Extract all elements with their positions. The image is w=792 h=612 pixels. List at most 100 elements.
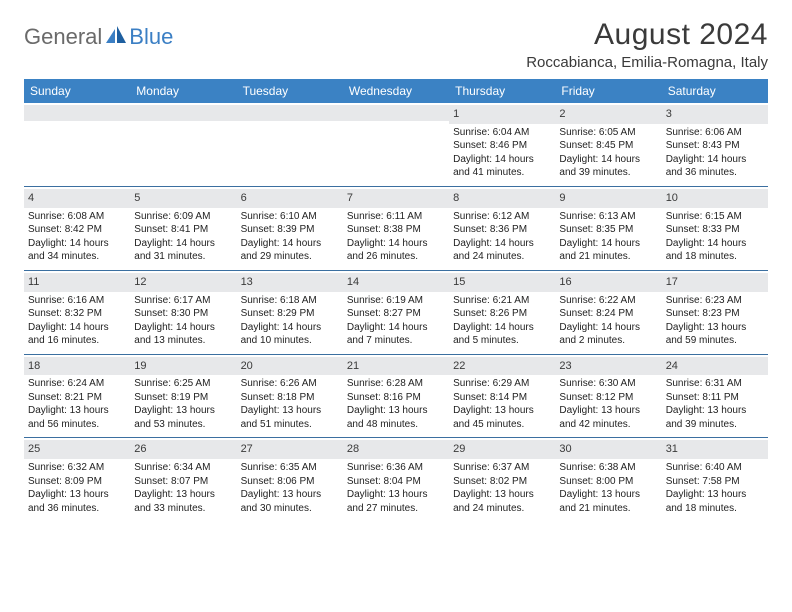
daylight1-text: Daylight: 13 hours — [28, 404, 126, 418]
sunrise-text: Sunrise: 6:21 AM — [453, 294, 551, 308]
sunset-text: Sunset: 8:14 PM — [453, 391, 551, 405]
day-number: 11 — [24, 273, 130, 292]
daylight1-text: Daylight: 14 hours — [666, 237, 764, 251]
day-number: 7 — [343, 189, 449, 208]
sunrise-text: Sunrise: 6:34 AM — [134, 461, 232, 475]
day-cell: 12Sunrise: 6:17 AMSunset: 8:30 PMDayligh… — [130, 271, 236, 354]
day-number: 28 — [343, 440, 449, 459]
daylight2-text: and 7 minutes. — [347, 334, 445, 348]
daylight2-text: and 33 minutes. — [134, 502, 232, 516]
logo: General Blue — [24, 18, 173, 50]
daylight2-text: and 59 minutes. — [666, 334, 764, 348]
dow-tuesday: Tuesday — [237, 79, 343, 103]
sunset-text: Sunset: 8:18 PM — [241, 391, 339, 405]
daylight2-text: and 41 minutes. — [453, 166, 551, 180]
sunrise-text: Sunrise: 6:04 AM — [453, 126, 551, 140]
daylight2-text: and 29 minutes. — [241, 250, 339, 264]
daylight1-text: Daylight: 13 hours — [453, 488, 551, 502]
day-number: 17 — [662, 273, 768, 292]
logo-sail-icon — [106, 26, 126, 49]
month-title: August 2024 — [526, 18, 768, 52]
calendar-page: General Blue August 2024 Roccabianca, Em… — [0, 0, 792, 539]
sunset-text: Sunset: 8:36 PM — [453, 223, 551, 237]
day-number: 18 — [24, 357, 130, 376]
daylight1-text: Daylight: 13 hours — [666, 404, 764, 418]
daylight2-text: and 31 minutes. — [134, 250, 232, 264]
day-cell: 4Sunrise: 6:08 AMSunset: 8:42 PMDaylight… — [24, 187, 130, 270]
sunset-text: Sunset: 8:43 PM — [666, 139, 764, 153]
day-number: 26 — [130, 440, 236, 459]
day-cell: 6Sunrise: 6:10 AMSunset: 8:39 PMDaylight… — [237, 187, 343, 270]
daylight2-text: and 56 minutes. — [28, 418, 126, 432]
sunset-text: Sunset: 8:19 PM — [134, 391, 232, 405]
sunset-text: Sunset: 8:42 PM — [28, 223, 126, 237]
sunset-text: Sunset: 8:26 PM — [453, 307, 551, 321]
calendar: Sunday Monday Tuesday Wednesday Thursday… — [24, 79, 768, 521]
daylight2-text: and 36 minutes. — [28, 502, 126, 516]
daylight1-text: Daylight: 14 hours — [453, 153, 551, 167]
title-block: August 2024 Roccabianca, Emilia-Romagna,… — [526, 18, 768, 71]
sunrise-text: Sunrise: 6:13 AM — [559, 210, 657, 224]
daylight2-text: and 2 minutes. — [559, 334, 657, 348]
logo-gray-text: General — [24, 24, 102, 50]
daylight1-text: Daylight: 13 hours — [134, 488, 232, 502]
day-cell: 19Sunrise: 6:25 AMSunset: 8:19 PMDayligh… — [130, 355, 236, 438]
sunset-text: Sunset: 8:35 PM — [559, 223, 657, 237]
day-number: 25 — [24, 440, 130, 459]
sunset-text: Sunset: 8:46 PM — [453, 139, 551, 153]
day-number: 24 — [662, 357, 768, 376]
empty-day-strip — [343, 105, 449, 121]
day-cell: 17Sunrise: 6:23 AMSunset: 8:23 PMDayligh… — [662, 271, 768, 354]
day-number: 31 — [662, 440, 768, 459]
daylight1-text: Daylight: 14 hours — [347, 237, 445, 251]
day-number: 27 — [237, 440, 343, 459]
day-cell: 30Sunrise: 6:38 AMSunset: 8:00 PMDayligh… — [555, 438, 661, 521]
sunrise-text: Sunrise: 6:40 AM — [666, 461, 764, 475]
dow-monday: Monday — [130, 79, 236, 103]
day-cell: 22Sunrise: 6:29 AMSunset: 8:14 PMDayligh… — [449, 355, 555, 438]
daylight1-text: Daylight: 14 hours — [453, 321, 551, 335]
day-number: 15 — [449, 273, 555, 292]
day-cell — [130, 103, 236, 186]
week-row: 1Sunrise: 6:04 AMSunset: 8:46 PMDaylight… — [24, 103, 768, 186]
daylight1-text: Daylight: 13 hours — [559, 488, 657, 502]
sunrise-text: Sunrise: 6:09 AM — [134, 210, 232, 224]
day-number: 29 — [449, 440, 555, 459]
day-number: 22 — [449, 357, 555, 376]
sunrise-text: Sunrise: 6:25 AM — [134, 377, 232, 391]
daylight2-text: and 18 minutes. — [666, 502, 764, 516]
day-number: 12 — [130, 273, 236, 292]
sunset-text: Sunset: 8:11 PM — [666, 391, 764, 405]
day-number: 1 — [449, 105, 555, 124]
daylight2-text: and 16 minutes. — [28, 334, 126, 348]
sunset-text: Sunset: 8:41 PM — [134, 223, 232, 237]
sunrise-text: Sunrise: 6:31 AM — [666, 377, 764, 391]
daylight2-text: and 24 minutes. — [453, 250, 551, 264]
daylight2-text: and 42 minutes. — [559, 418, 657, 432]
daylight1-text: Daylight: 14 hours — [666, 153, 764, 167]
daylight1-text: Daylight: 13 hours — [559, 404, 657, 418]
daylight2-text: and 26 minutes. — [347, 250, 445, 264]
day-cell: 16Sunrise: 6:22 AMSunset: 8:24 PMDayligh… — [555, 271, 661, 354]
day-number: 8 — [449, 189, 555, 208]
sunset-text: Sunset: 8:06 PM — [241, 475, 339, 489]
daylight1-text: Daylight: 14 hours — [559, 153, 657, 167]
week-row: 11Sunrise: 6:16 AMSunset: 8:32 PMDayligh… — [24, 270, 768, 354]
sunset-text: Sunset: 8:38 PM — [347, 223, 445, 237]
day-number: 13 — [237, 273, 343, 292]
empty-day-strip — [130, 105, 236, 121]
sunrise-text: Sunrise: 6:24 AM — [28, 377, 126, 391]
day-number: 19 — [130, 357, 236, 376]
day-cell: 1 Sunrise: 6:04 AMSunset: 8:46 PMDaylight… — [449, 103, 555, 186]
day-cell: 14Sunrise: 6:19 AMSunset: 8:27 PMDayligh… — [343, 271, 449, 354]
daylight1-text: Daylight: 13 hours — [347, 488, 445, 502]
sunset-text: Sunset: 8:39 PM — [241, 223, 339, 237]
dow-saturday: Saturday — [662, 79, 768, 103]
daylight2-text: and 13 minutes. — [134, 334, 232, 348]
daylight1-text: Daylight: 14 hours — [28, 237, 126, 251]
day-cell: 23Sunrise: 6:30 AMSunset: 8:12 PMDayligh… — [555, 355, 661, 438]
daylight1-text: Daylight: 14 hours — [28, 321, 126, 335]
sunrise-text: Sunrise: 6:35 AM — [241, 461, 339, 475]
day-number: 23 — [555, 357, 661, 376]
sunset-text: Sunset: 8:45 PM — [559, 139, 657, 153]
